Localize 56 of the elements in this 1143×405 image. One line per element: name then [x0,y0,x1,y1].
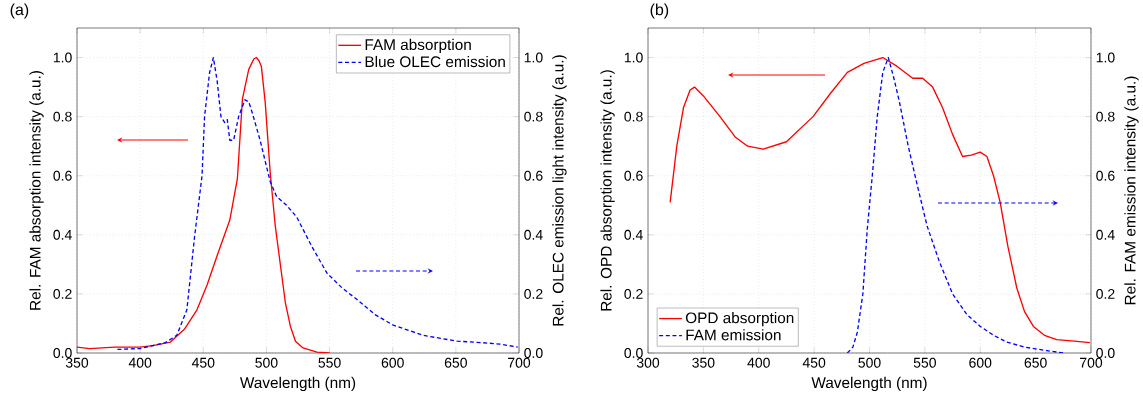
x-tick-label: 700 [1080,357,1103,368]
y-tick-label: 0.6 [624,170,643,181]
y-axis-title: Rel. FAM absorption intensity (a.u.) [29,71,44,310]
x-tick-label: 550 [913,357,936,368]
y2-axis-title: Rel. OLEC emission light intensity (a.u.) [552,55,567,326]
y-tick-label: 0.2 [624,288,643,299]
y2-tick-label: 0.2 [524,288,543,299]
legend-label: OPD absorption [685,312,794,327]
y-tick-label: 0.4 [53,229,72,240]
y-tick-label: 1.0 [53,52,72,63]
y-tick-label: 0.8 [624,111,643,122]
legend-label: FAM absorption [365,38,471,54]
y2-tick-label: 0.8 [1096,111,1115,122]
x-tick-label: 450 [191,357,215,368]
y2-tick-label: 0.6 [524,170,543,181]
y2-tick-label: 0.2 [1096,288,1115,299]
x-tick-label: 650 [1024,357,1047,368]
y-tick-label: 0.8 [53,111,72,122]
x-tick-label: 650 [444,357,467,368]
y-tick-label: 0.0 [624,348,643,358]
y2-axis-title: Rel. FAM emission intensity (a.u.) [1124,76,1139,305]
x-tick-label: 350 [65,357,89,368]
x-tick-label: 500 [858,357,881,368]
y-axis-title: Rel. OPD absorption intensity (a.u.) [600,70,615,311]
y-tick-label: 0.4 [624,229,643,240]
x-tick-label: 400 [747,357,770,368]
chart-title: (a) [10,3,29,19]
y2-tick-label: 0.6 [1096,170,1115,181]
legend-label: Blue OLEC emission [365,55,505,68]
y2-tick-label: 1.0 [524,52,543,63]
chart-title: (b) [650,3,669,19]
x-tick-label: 600 [381,357,404,368]
x-axis-title: Wavelength (nm) [239,376,356,392]
line-series [116,56,519,351]
line-series [846,56,1064,353]
x-axis-title: Wavelength (nm) [811,376,927,392]
legend-label: FAM emission [686,329,781,341]
y-tick-label: 0.6 [53,170,72,181]
x-tick-label: 450 [802,357,826,368]
y-tick-label: 0.2 [53,288,72,299]
x-tick-label: 400 [128,357,152,368]
y-tick-label: 1.0 [624,52,643,63]
x-tick-label: 500 [255,357,278,368]
x-tick-label: 600 [969,357,992,368]
y2-tick-label: 0.8 [524,111,543,122]
x-tick-label: 350 [692,357,715,368]
y2-tick-label: 1.0 [1096,52,1115,63]
x-tick-label: 550 [318,357,341,368]
y-tick-label: 0.0 [53,348,72,358]
y2-tick-label: 0.0 [1096,348,1115,358]
line-series [669,56,1091,344]
y2-tick-label: 0.4 [1096,229,1115,240]
x-tick-label: 300 [636,357,660,368]
x-tick-label: 700 [508,357,531,368]
y2-tick-label: 0.0 [524,348,543,358]
y2-tick-label: 0.4 [524,229,543,240]
